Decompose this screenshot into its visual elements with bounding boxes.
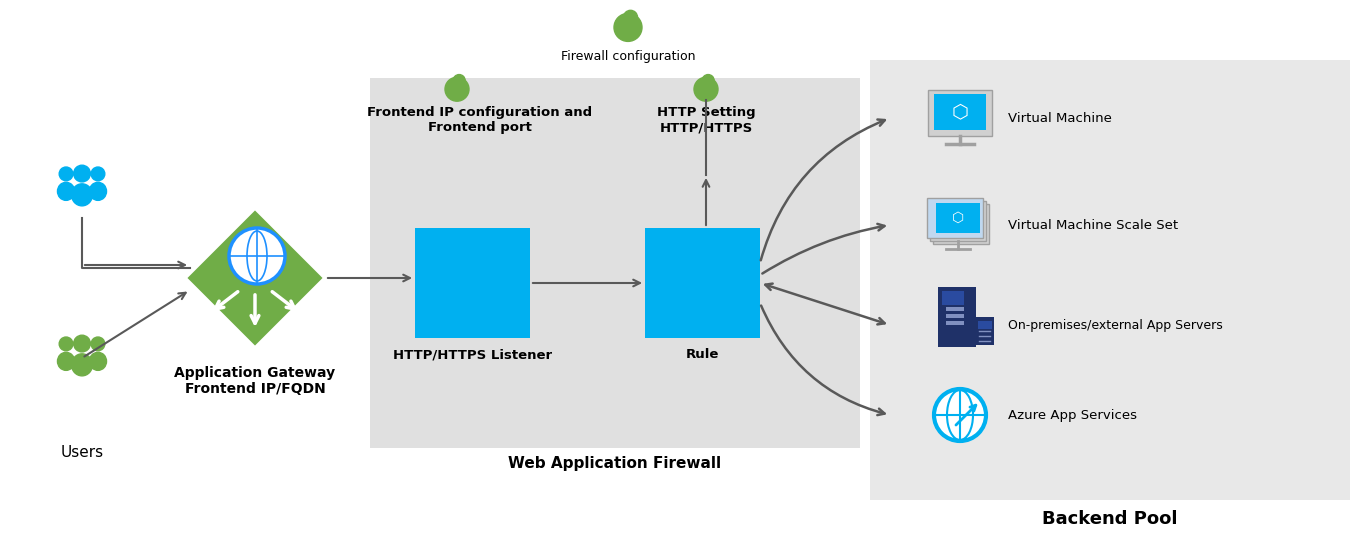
Circle shape: [453, 75, 465, 87]
FancyBboxPatch shape: [942, 291, 964, 305]
Ellipse shape: [57, 182, 74, 201]
Circle shape: [74, 335, 90, 352]
Text: ⬡: ⬡: [951, 102, 968, 122]
Text: On-premises/external App Servers: On-premises/external App Servers: [1008, 318, 1223, 331]
FancyBboxPatch shape: [871, 60, 1350, 500]
FancyBboxPatch shape: [934, 204, 988, 244]
FancyBboxPatch shape: [928, 90, 993, 136]
Text: ⬡: ⬡: [951, 211, 964, 225]
Ellipse shape: [89, 352, 107, 371]
Circle shape: [934, 389, 986, 441]
Circle shape: [694, 77, 717, 101]
FancyBboxPatch shape: [946, 307, 964, 311]
Circle shape: [623, 10, 638, 25]
Ellipse shape: [71, 184, 93, 206]
FancyBboxPatch shape: [415, 228, 530, 338]
FancyBboxPatch shape: [938, 287, 976, 347]
Text: Application Gateway
Frontend IP/FQDN: Application Gateway Frontend IP/FQDN: [174, 366, 335, 396]
Circle shape: [615, 14, 642, 41]
FancyBboxPatch shape: [946, 314, 964, 318]
FancyBboxPatch shape: [930, 201, 986, 241]
Polygon shape: [185, 208, 324, 348]
Text: Virtual Machine Scale Set: Virtual Machine Scale Set: [1008, 219, 1179, 232]
Circle shape: [92, 167, 105, 181]
Ellipse shape: [71, 354, 93, 376]
Text: Virtual Machine: Virtual Machine: [1008, 112, 1112, 124]
Text: Web Application Firewall: Web Application Firewall: [508, 456, 721, 471]
FancyBboxPatch shape: [977, 321, 993, 329]
FancyBboxPatch shape: [370, 78, 860, 448]
Circle shape: [74, 165, 90, 182]
Circle shape: [59, 167, 73, 181]
Ellipse shape: [89, 182, 107, 201]
Circle shape: [702, 75, 715, 87]
Text: Rule: Rule: [686, 348, 719, 361]
Circle shape: [229, 228, 285, 284]
Circle shape: [92, 337, 105, 351]
Text: Firewall configuration: Firewall configuration: [561, 50, 695, 63]
FancyBboxPatch shape: [936, 203, 980, 233]
Text: Frontend IP configuration and
Frontend port: Frontend IP configuration and Frontend p…: [367, 106, 593, 134]
FancyBboxPatch shape: [946, 321, 964, 325]
Text: Backend Pool: Backend Pool: [1042, 510, 1177, 528]
Circle shape: [59, 337, 73, 351]
FancyBboxPatch shape: [927, 198, 983, 238]
Text: HTTP Setting
HTTP/HTTPS: HTTP Setting HTTP/HTTPS: [657, 106, 756, 134]
Ellipse shape: [57, 352, 74, 371]
Text: Azure App Services: Azure App Services: [1008, 409, 1138, 421]
FancyBboxPatch shape: [645, 228, 760, 338]
FancyBboxPatch shape: [934, 94, 986, 130]
Text: HTTP/HTTPS Listener: HTTP/HTTPS Listener: [393, 348, 552, 361]
Circle shape: [445, 77, 470, 101]
Text: Users: Users: [60, 445, 104, 460]
FancyBboxPatch shape: [976, 317, 994, 345]
